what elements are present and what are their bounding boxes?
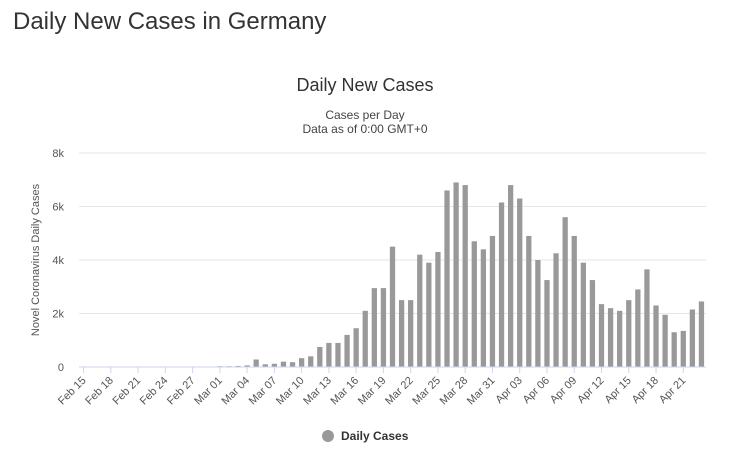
bar[interactable] [435,251,441,367]
x-tick-label: Mar 04 [220,375,253,408]
bar[interactable] [371,288,377,367]
bar[interactable] [317,346,323,367]
bar[interactable] [653,305,659,367]
bar[interactable] [453,182,459,367]
x-tick-label: Mar 25 [410,375,443,408]
y-tick-label: 0 [58,362,64,374]
bar[interactable] [444,190,450,367]
bar[interactable] [289,362,296,367]
x-tick-label: Mar 28 [438,375,471,408]
bar[interactable] [398,300,405,367]
bar[interactable] [698,301,705,367]
x-tick-label: Feb 24 [138,375,171,408]
bar[interactable] [662,314,668,367]
bar[interactable] [580,262,586,367]
bar[interactable] [526,235,532,367]
y-tick-label: 8k [52,148,64,160]
bar[interactable] [244,365,250,367]
x-tick-label: Feb 27 [165,375,198,408]
x-tick-label: Feb 21 [110,375,143,408]
bar[interactable] [617,310,623,367]
chart-subtitle-line-2: Data as of 0:00 GMT+0 [302,122,427,136]
x-tick-label: Apr 15 [602,375,633,406]
bar[interactable] [680,330,686,367]
bar[interactable] [389,246,396,367]
x-tick-label: Mar 01 [192,375,225,408]
x-tick-label: Mar 16 [329,375,362,408]
bar[interactable] [517,198,523,367]
x-tick-label: Apr 06 [521,375,552,406]
bar[interactable] [298,358,305,367]
bar[interactable] [462,185,468,367]
x-tick-label: Mar 07 [247,375,280,408]
x-tick-label: Feb 15 [56,375,89,408]
bar[interactable] [535,260,541,367]
bar[interactable] [380,288,387,367]
bar[interactable] [489,235,496,367]
bar[interactable] [671,332,677,367]
chart-subtitle-line-1: Cases per Day [325,108,404,122]
bar[interactable] [235,365,241,367]
x-tick-label: Mar 22 [383,375,416,408]
bar[interactable] [326,342,332,367]
bar[interactable] [644,269,650,367]
bar[interactable] [417,254,423,367]
bar[interactable] [598,304,605,367]
page-heading: Daily New Cases in Germany [13,8,327,35]
y-tick-label: 6k [52,202,64,214]
legend-item-daily-cases[interactable]: Daily Cases [341,429,409,443]
x-tick-label: Feb 18 [83,375,116,408]
x-tick-label: Apr 12 [575,375,606,406]
y-tick-label: 2k [52,309,64,321]
bar[interactable] [553,253,559,367]
bar[interactable] [689,309,696,367]
bar[interactable] [498,202,505,367]
bar[interactable] [362,310,368,367]
bar[interactable] [271,363,278,367]
y-axis-ticks: 0 2k 4k 6k 8k [52,148,64,374]
bars [171,182,705,367]
bar[interactable] [562,217,568,367]
x-tick-label: Mar 19 [356,375,389,408]
bar[interactable] [408,300,414,367]
bar[interactable] [589,280,596,367]
x-tick-label: Apr 21 [657,375,688,406]
x-tick-label: Apr 03 [493,375,524,406]
x-tick-label: Mar 10 [274,375,307,408]
x-tick-label: Mar 13 [301,375,334,408]
x-tick-label: Mar 31 [465,375,498,408]
x-tick-label: Apr 09 [548,375,579,406]
bar[interactable] [353,328,359,367]
y-tick-label: 4k [52,255,64,267]
bar[interactable] [335,342,341,367]
bar[interactable] [544,280,550,367]
y-axis-label: Novel Coronavirus Daily Cases [30,183,42,336]
bar[interactable] [607,308,614,367]
bar[interactable] [507,185,514,367]
x-tick-label: Apr 18 [630,375,661,406]
bar[interactable] [308,356,314,367]
bar[interactable] [471,241,477,367]
bar[interactable] [344,334,350,367]
bar[interactable] [626,300,632,367]
bar[interactable] [571,235,577,367]
bar[interactable] [480,249,487,367]
bar[interactable] [426,262,432,367]
bar[interactable] [262,364,268,367]
legend-marker-icon [322,430,334,442]
bar[interactable] [280,361,287,367]
chart-title: Daily New Cases [296,75,433,95]
bar[interactable] [635,289,641,367]
bar[interactable] [253,359,259,367]
legend[interactable]: Daily Cases [322,429,409,443]
